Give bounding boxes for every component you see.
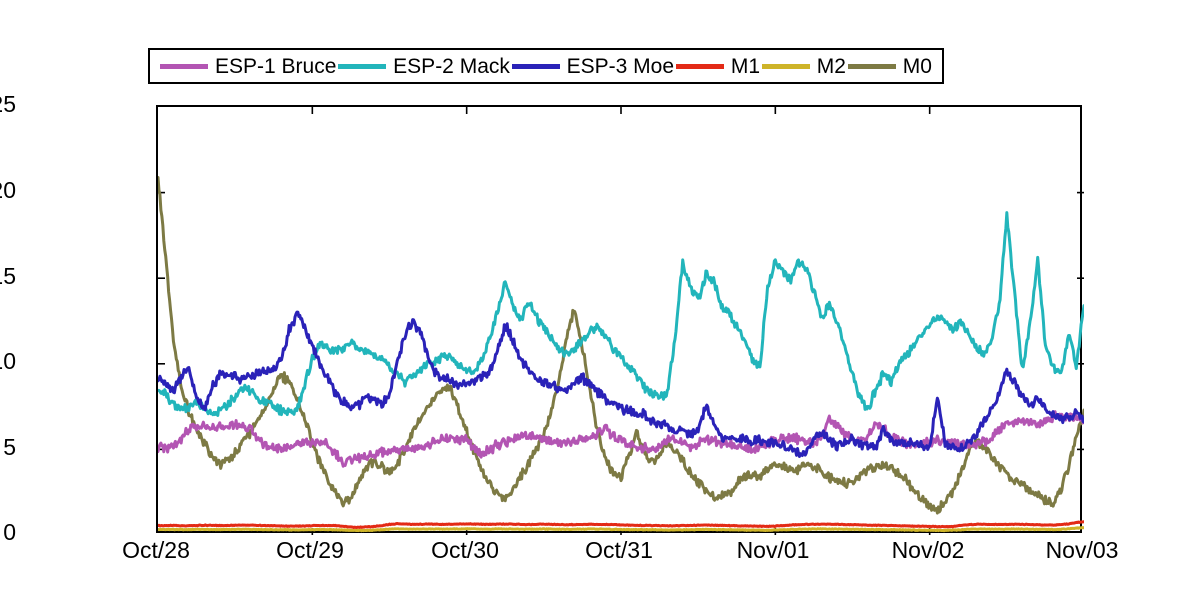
ytick-label-25: 25 xyxy=(0,91,16,117)
legend-entry-3[interactable]: M1 xyxy=(675,54,761,78)
legend-label-2: ESP-3 Moe xyxy=(566,54,675,78)
ytick-label-10: 10 xyxy=(0,348,16,374)
legend-label-1: ESP-2 Mack xyxy=(393,54,510,78)
series-line-esp-2-mack xyxy=(158,211,1084,417)
xtick-label-3: Oct/31 xyxy=(585,537,653,563)
legend-entry-0[interactable]: ESP-1 Bruce xyxy=(160,56,336,77)
legend-swatch-m1 xyxy=(675,63,724,69)
xtick-label-0: Oct/28 xyxy=(122,537,190,563)
chart-svg xyxy=(158,107,1084,535)
xtick-label-1: Oct/29 xyxy=(276,537,344,563)
legend-label-3: M1 xyxy=(730,54,761,78)
ytick-label-0: 0 xyxy=(3,519,16,545)
legend-swatch-esp1 xyxy=(160,63,208,69)
ytick-label-20: 20 xyxy=(0,177,16,203)
xtick-label-2: Oct/30 xyxy=(431,537,499,563)
legend-entry-4[interactable]: M2 xyxy=(761,54,846,78)
ytick-label-5: 5 xyxy=(3,434,16,460)
series-line-esp-3-moe xyxy=(158,310,1084,458)
series-line-m1 xyxy=(158,520,1084,530)
series-line-m0 xyxy=(158,176,1084,515)
series-line-m2 xyxy=(158,526,1084,533)
legend-entry-5[interactable]: M0 xyxy=(847,54,932,78)
xtick-label-5: Nov/02 xyxy=(891,537,965,563)
legend-swatch-esp2 xyxy=(338,63,387,69)
legend-label-5: M0 xyxy=(902,54,932,78)
xtick-label-4: Nov/01 xyxy=(736,537,810,563)
ytick-label-15: 15 xyxy=(0,263,16,289)
legend-label-4: M2 xyxy=(816,54,846,78)
legend-swatch-m2 xyxy=(761,63,810,69)
legend-entry-1[interactable]: ESP-2 Mack xyxy=(338,56,510,77)
legend-label-0: ESP-1 Bruce xyxy=(215,54,337,78)
chart-legend: ESP-1 Bruce ESP-2 Mack ESP-3 Moe M1 M2 M0 xyxy=(148,48,944,84)
plot-area xyxy=(156,105,1084,535)
legend-entry-2[interactable]: ESP-3 Moe xyxy=(511,54,675,78)
legend-swatch-esp3 xyxy=(511,63,560,69)
legend-swatch-m0 xyxy=(847,63,896,69)
xtick-label-6: Nov/03 xyxy=(1045,537,1119,563)
